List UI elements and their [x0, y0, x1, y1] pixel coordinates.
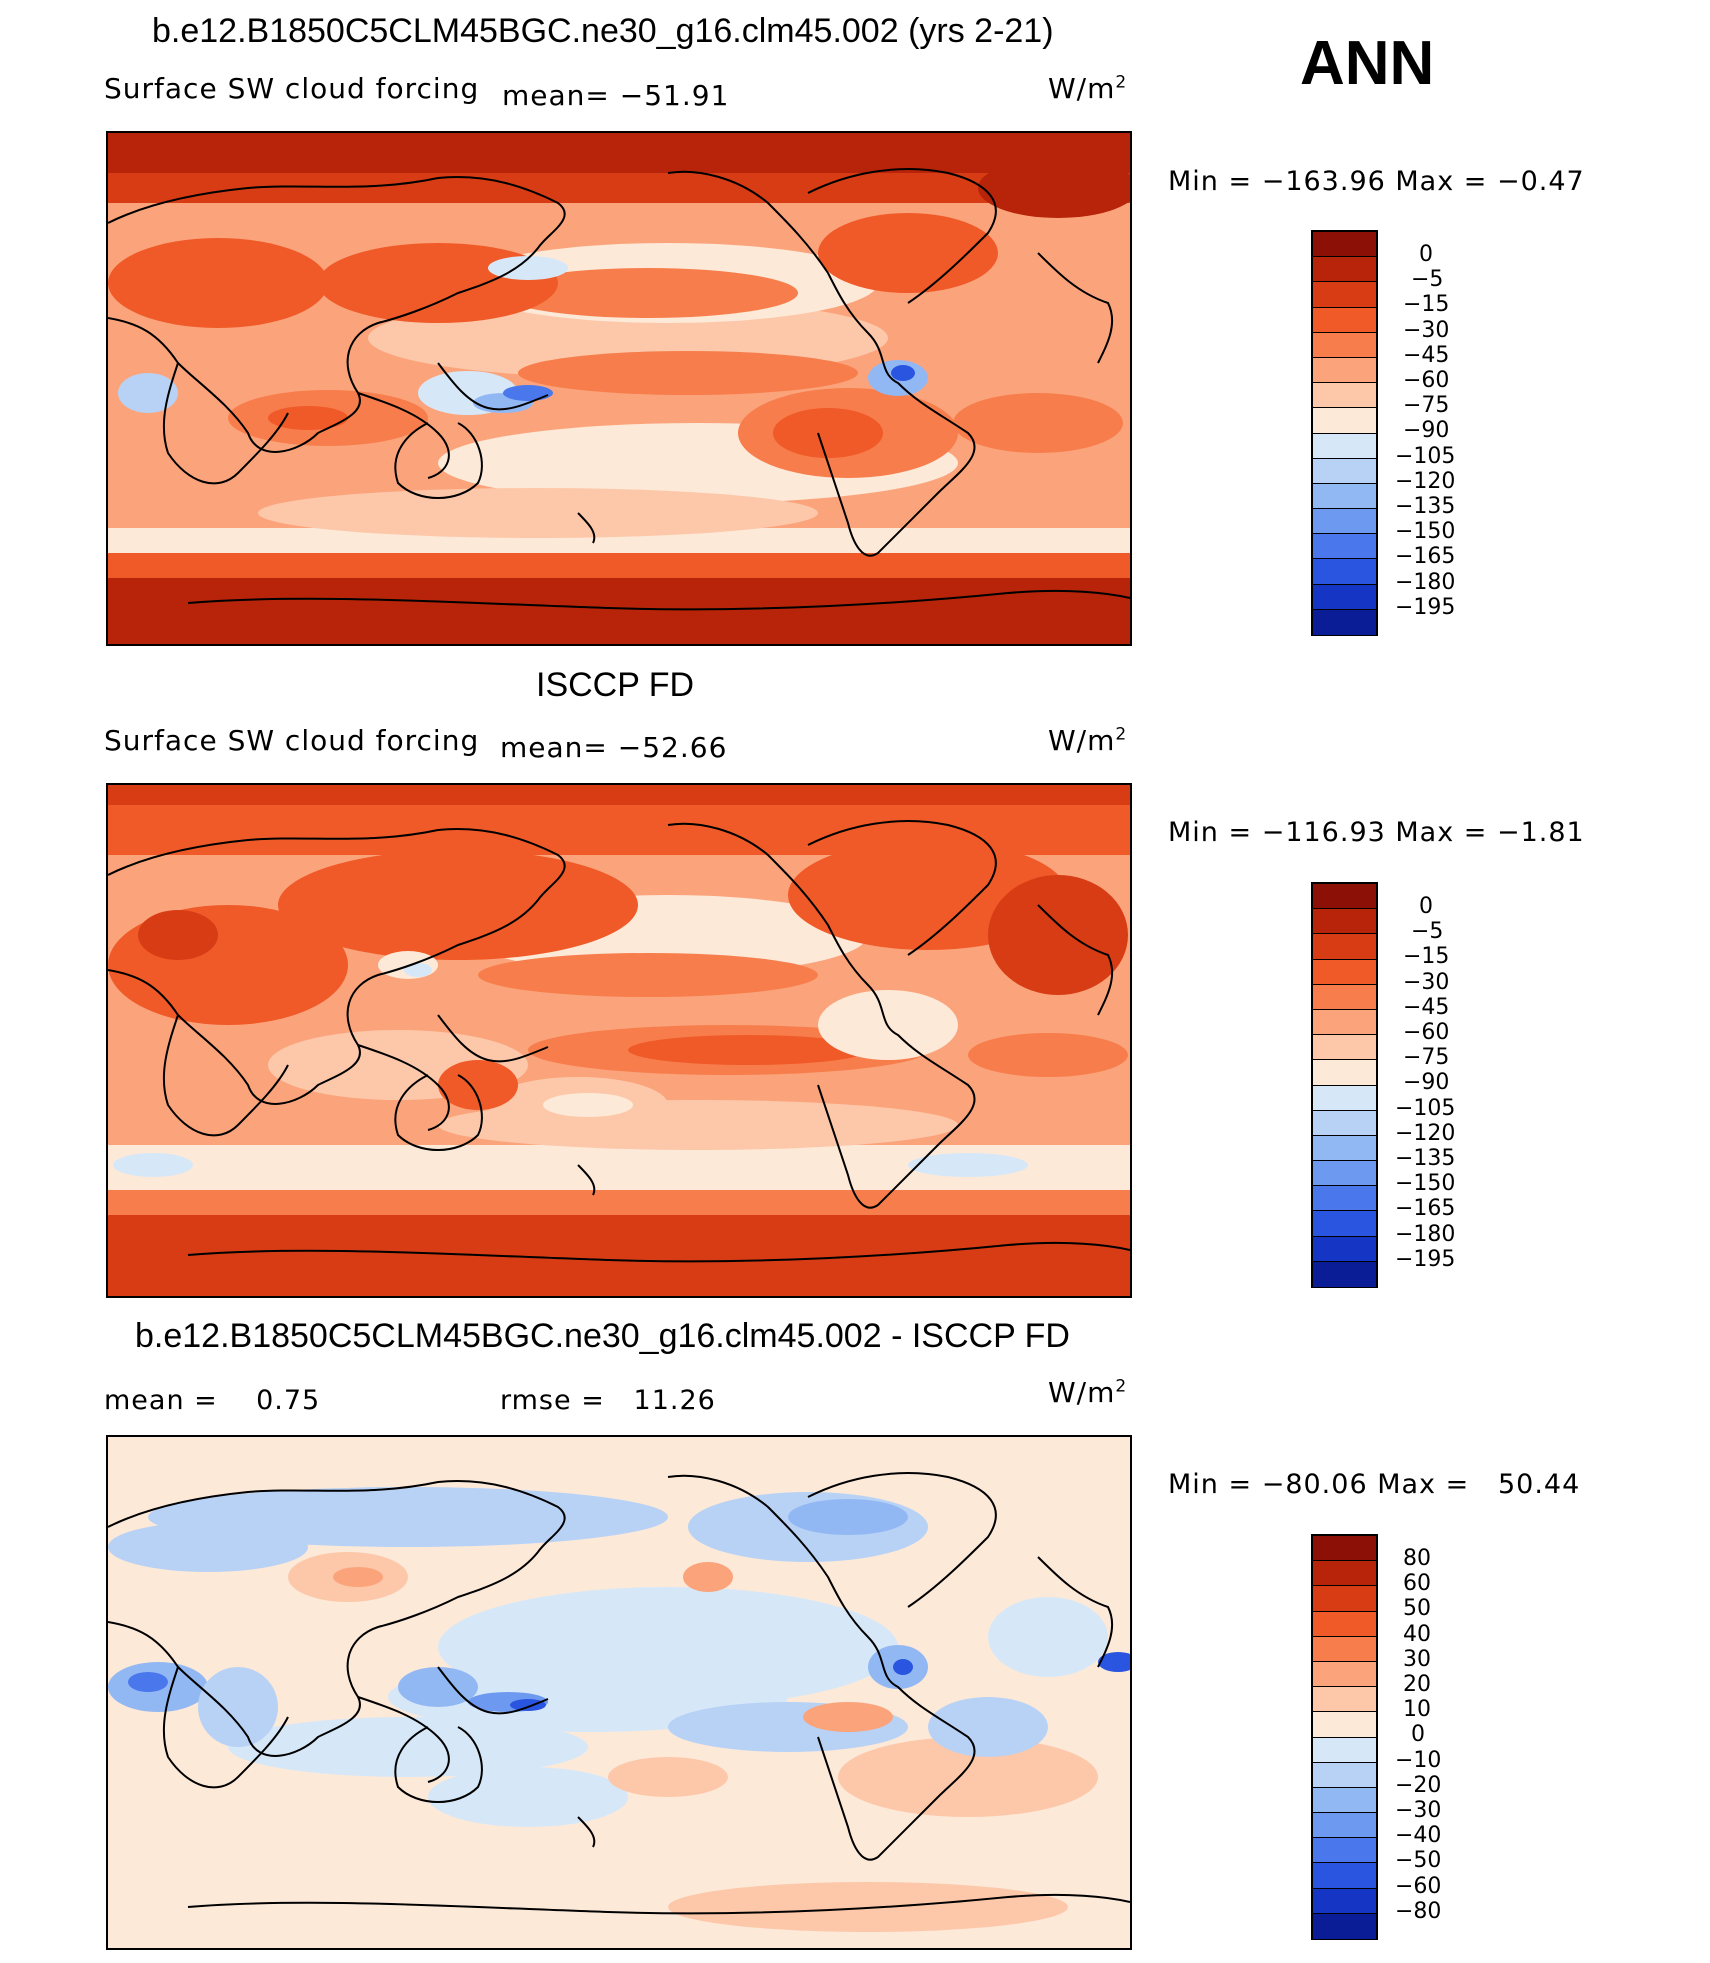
colorbar-tick-label: −90 [1403, 418, 1450, 443]
colorbar-tick-label: −150 [1395, 519, 1456, 544]
colorbar-tick-label: −180 [1395, 570, 1456, 595]
colorbar [1311, 230, 1378, 636]
colorbar-tick-label: −5 [1411, 267, 1444, 292]
colorbar-tick-label: 30 [1403, 1647, 1431, 1672]
panel-title: ISCCP FD [536, 666, 695, 704]
minmax-label: Min = −116.93 Max = −1.81 [1168, 817, 1585, 848]
panel-title: b.e12.B1850C5CLM45BGC.ne30_g16.clm45.002… [152, 12, 1054, 50]
minmax-label: Min = −80.06 Max = 50.44 [1168, 1469, 1581, 1500]
diff-mean-label: mean = 0.75 [104, 1385, 321, 1416]
mean-label: mean= −51.91 [502, 79, 730, 112]
mean-label: mean= −52.66 [500, 731, 728, 764]
colorbar-tick-label: −75 [1403, 1045, 1450, 1070]
colorbar-tick-label: −50 [1395, 1848, 1442, 1873]
colorbar-tick-label: −60 [1395, 1874, 1442, 1899]
season-label: ANN [1300, 29, 1435, 98]
colorbar-tick-label: −5 [1411, 919, 1444, 944]
panel-title: b.e12.B1850C5CLM45BGC.ne30_g16.clm45.002… [135, 1317, 1070, 1355]
variable-label: Surface SW cloud forcing [104, 724, 480, 757]
colorbar-tick-label: −120 [1395, 469, 1456, 494]
colorbar-tick-label: −10 [1395, 1748, 1442, 1773]
colorbar-tick-label: 20 [1403, 1672, 1431, 1697]
colorbar-tick-label: −135 [1395, 494, 1456, 519]
variable-label: Surface SW cloud forcing [104, 72, 480, 105]
colorbar-tick-label: −45 [1403, 343, 1450, 368]
rmse-label: rmse = 11.26 [500, 1385, 716, 1416]
colorbar-tick-label: −75 [1403, 393, 1450, 418]
colorbar-tick-label: 50 [1403, 1596, 1431, 1621]
colorbar-tick-label: −90 [1403, 1070, 1450, 1095]
colorbar-tick-label: −165 [1395, 544, 1456, 569]
colorbar-tick-label: −15 [1403, 944, 1450, 969]
colorbar-tick-label: −60 [1403, 1020, 1450, 1045]
colorbar-tick-label: 80 [1403, 1546, 1431, 1571]
minmax-label: Min = −163.96 Max = −0.47 [1168, 166, 1585, 197]
colorbar-tick-label: −120 [1395, 1121, 1456, 1146]
colorbar [1311, 882, 1378, 1288]
colorbar-tick-label: −30 [1395, 1798, 1442, 1823]
colorbar [1311, 1534, 1378, 1940]
colorbar-tick-label: −40 [1395, 1823, 1442, 1848]
colorbar-tick-label: 60 [1403, 1571, 1431, 1596]
colorbar-tick-label: −15 [1403, 292, 1450, 317]
colorbar-tick-label: 10 [1403, 1697, 1431, 1722]
colorbar-tick-label: −105 [1395, 444, 1456, 469]
map-observations [106, 783, 1132, 1298]
colorbar-tick-label: −60 [1403, 368, 1450, 393]
map-model [106, 131, 1132, 646]
units-label: W/m2 [1048, 1376, 1128, 1409]
colorbar-tick-label: −150 [1395, 1171, 1456, 1196]
colorbar-tick-label: −195 [1395, 1247, 1456, 1272]
colorbar-tick-label: −135 [1395, 1146, 1456, 1171]
colorbar-tick-label: −30 [1403, 318, 1450, 343]
colorbar-tick-label: −165 [1395, 1196, 1456, 1221]
colorbar-tick-label: 0 [1419, 894, 1433, 919]
colorbar-tick-label: −195 [1395, 595, 1456, 620]
colorbar-tick-label: −80 [1395, 1899, 1442, 1924]
map-difference [106, 1435, 1132, 1950]
colorbar-tick-label: −20 [1395, 1773, 1442, 1798]
colorbar-tick-label: −180 [1395, 1222, 1456, 1247]
colorbar-tick-label: −45 [1403, 995, 1450, 1020]
colorbar-tick-label: 40 [1403, 1622, 1431, 1647]
units-label: W/m2 [1048, 72, 1128, 105]
units-label: W/m2 [1048, 724, 1128, 757]
colorbar-tick-label: −30 [1403, 970, 1450, 995]
colorbar-tick-label: −105 [1395, 1096, 1456, 1121]
colorbar-tick-label: 0 [1411, 1722, 1425, 1747]
colorbar-tick-label: 0 [1419, 242, 1433, 267]
